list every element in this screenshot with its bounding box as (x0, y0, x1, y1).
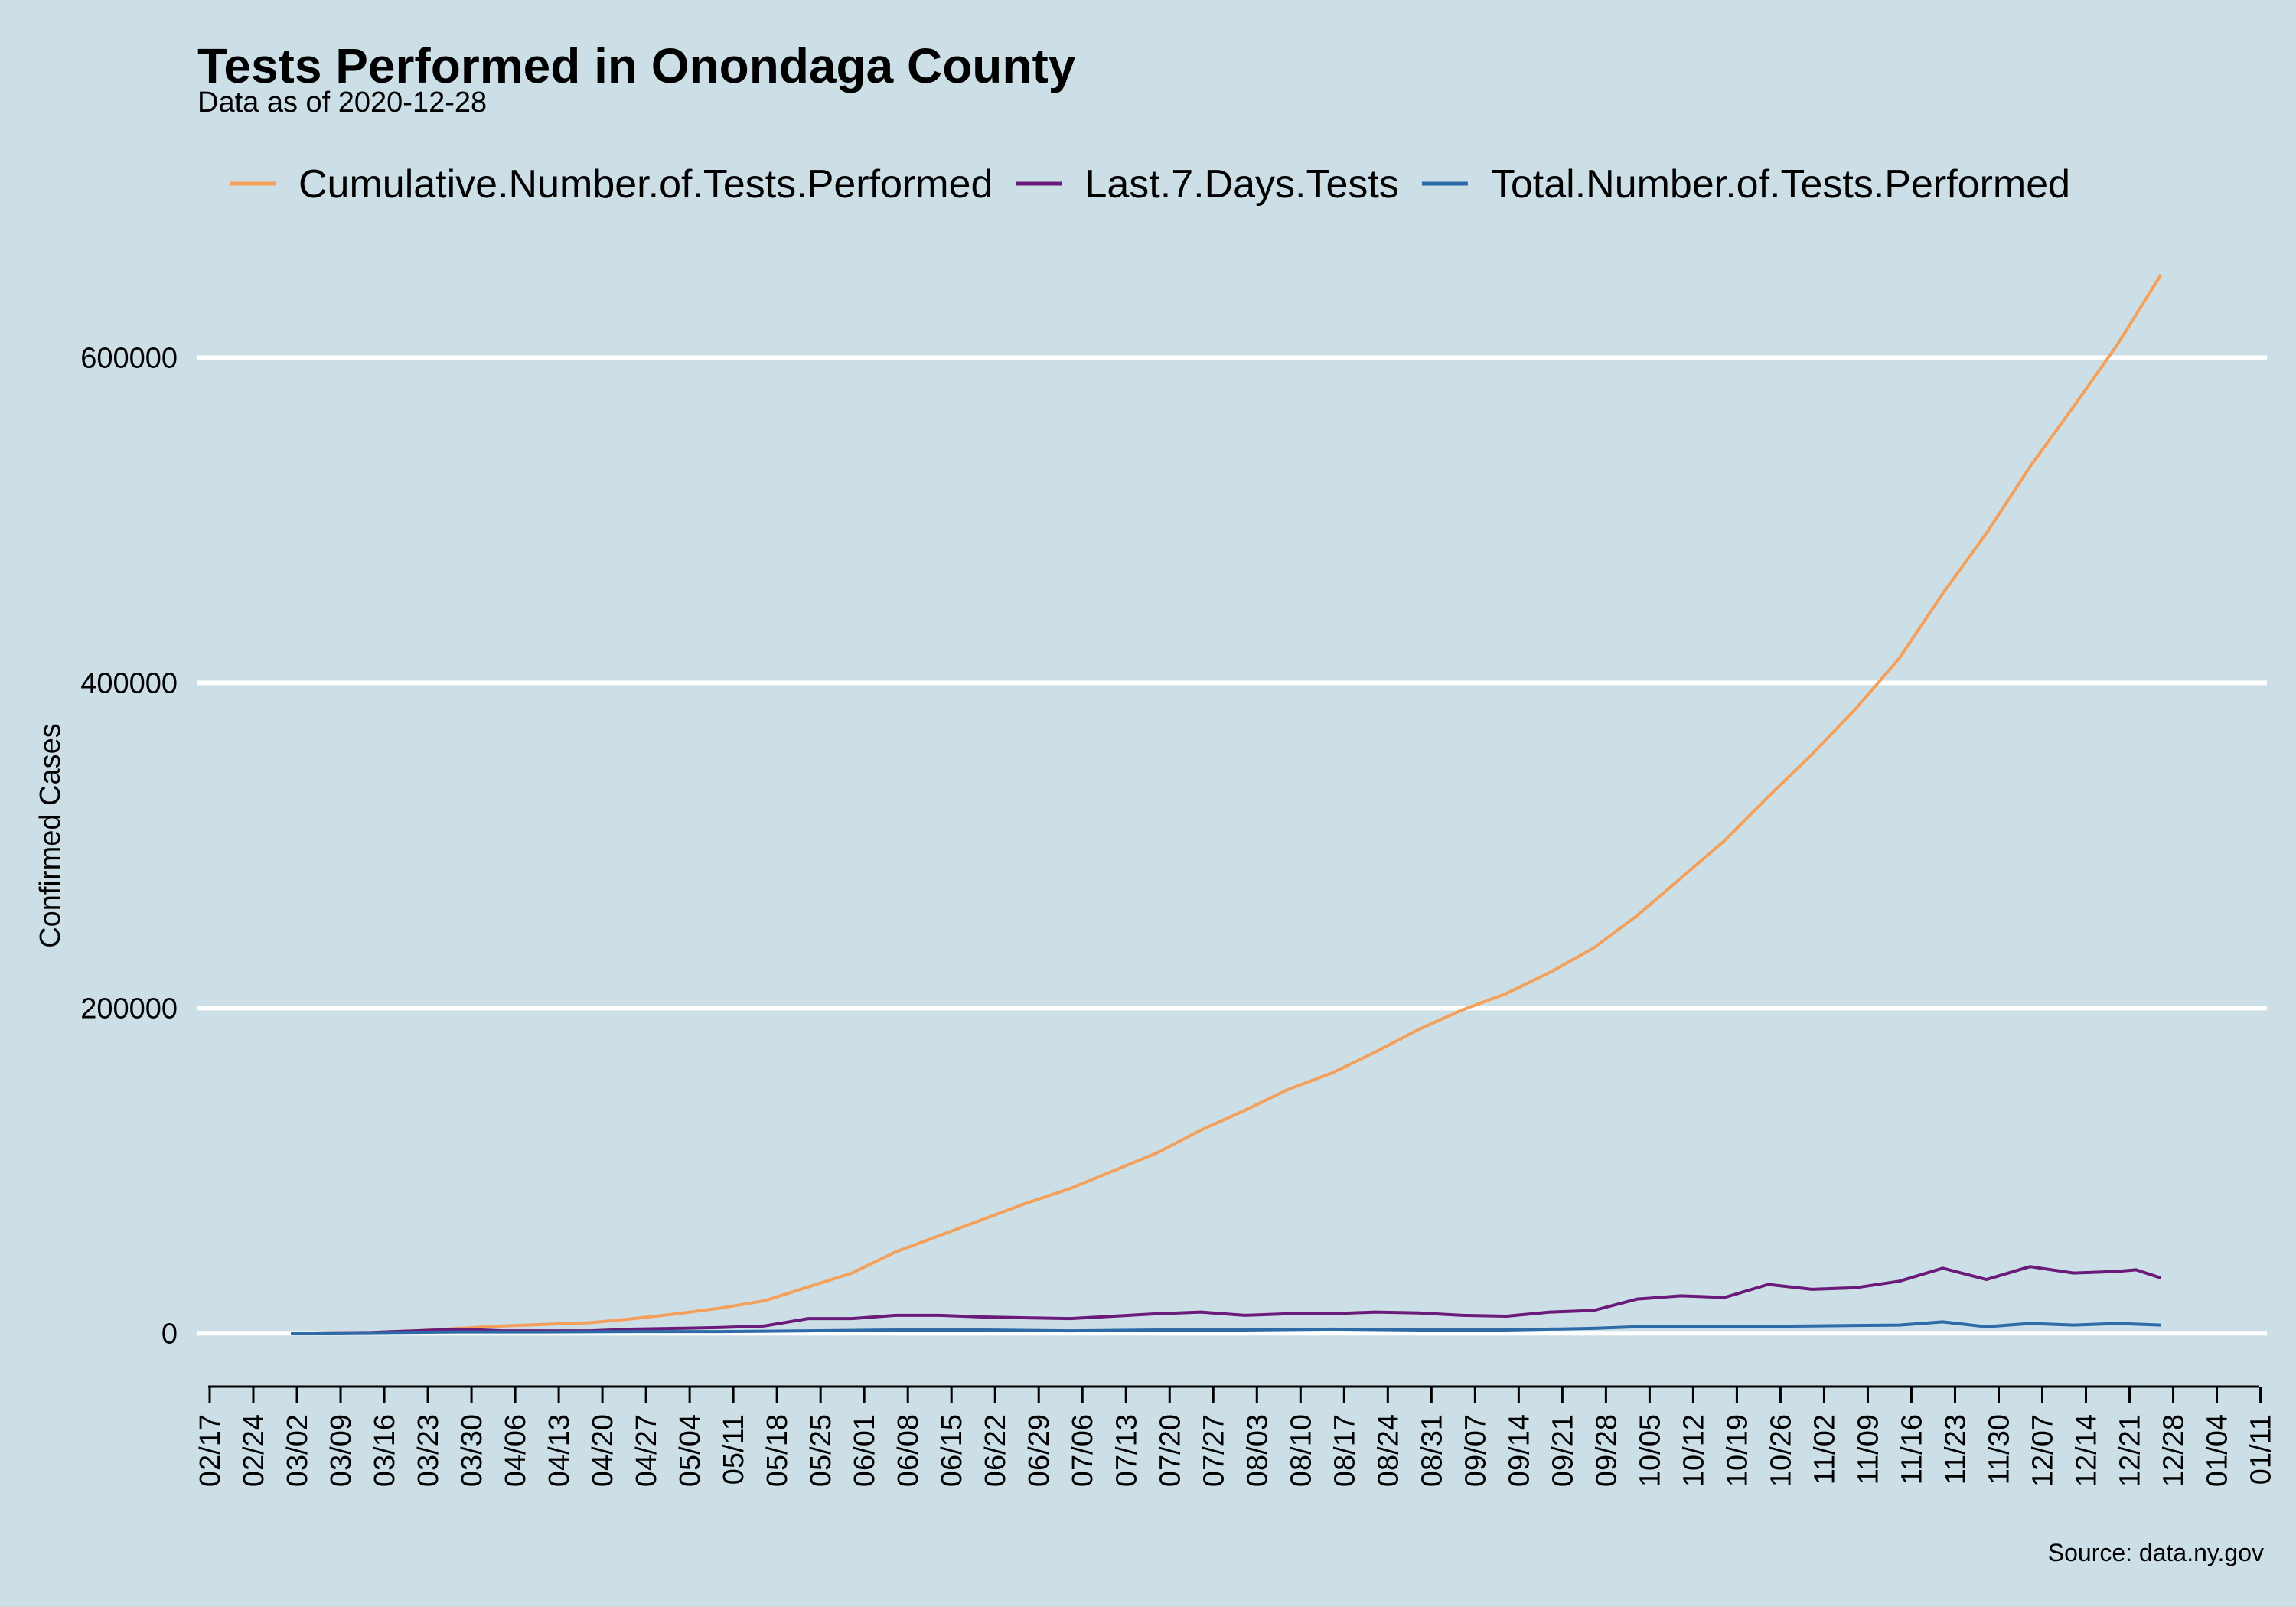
series-lines (291, 274, 2163, 1335)
x-tick-label: 04/06 (500, 1414, 532, 1487)
x-tick-label: 12/07 (2027, 1414, 2060, 1487)
x-tick-label: 02/17 (194, 1414, 227, 1487)
chart-title: Tests Performed in Onondaga County (197, 38, 1076, 93)
chart-subtitle: Data as of 2020-12-28 (197, 86, 487, 119)
series-line-3 (291, 1320, 2161, 1335)
x-tick-label: 03/16 (369, 1414, 401, 1487)
x-tick-label: 12/21 (2115, 1414, 2147, 1487)
x-tick-label: 03/30 (456, 1414, 488, 1487)
x-tick-label: 06/01 (849, 1414, 881, 1487)
x-tick-label: 11/16 (1896, 1414, 1928, 1485)
x-tick-label: 05/04 (674, 1414, 706, 1487)
series-line-1 (291, 274, 2163, 1335)
x-tick-label: 02/24 (238, 1414, 270, 1487)
x-tick-label: 06/29 (1023, 1414, 1055, 1487)
x-tick-label: 10/12 (1678, 1414, 1710, 1487)
x-axis: 02/17 02/24 03/02 03/09 03/16 03/23 03/30 04/06… (194, 1385, 2278, 1487)
x-tick-label: 06/15 (936, 1414, 968, 1487)
legend: Cumulative.Number.of.Tests.Performed Last… (230, 162, 2070, 207)
x-tick-label: 04/20 (587, 1414, 619, 1487)
x-tick-label: 05/25 (805, 1414, 837, 1487)
source-caption: Source: data.ny.gov (2048, 1539, 2264, 1566)
x-tick-label: 11/23 (1939, 1414, 1971, 1485)
series-line-2 (291, 1265, 2162, 1335)
x-tick-label: 12/14 (2071, 1414, 2103, 1487)
y-axis-label: Confirmed Cases (34, 723, 67, 948)
x-tick-label: 08/03 (1241, 1414, 1274, 1487)
x-tick-label: 09/21 (1547, 1414, 1579, 1487)
x-tick-label: 05/18 (762, 1414, 794, 1487)
x-tick-label: 01/11 (2245, 1414, 2278, 1485)
x-tick-label: 07/20 (1154, 1414, 1186, 1487)
y-tick-label: 600000 (80, 342, 178, 374)
legend-label-1: Cumulative.Number.of.Tests.Performed (298, 162, 993, 207)
x-tick-label: 09/07 (1459, 1414, 1492, 1487)
x-tick-label: 11/02 (1808, 1414, 1841, 1485)
y-tick-label: 0 (161, 1318, 178, 1350)
y-tick-label: 200000 (80, 993, 178, 1025)
x-tick-label: 08/24 (1372, 1414, 1404, 1487)
x-tick-label: 10/05 (1634, 1414, 1666, 1487)
x-tick-label: 06/08 (892, 1414, 925, 1487)
x-tick-label: 11/09 (1852, 1414, 1884, 1485)
legend-label-3: Total.Number.of.Tests.Performed (1491, 162, 2070, 207)
y-tick-label: 400000 (80, 667, 178, 699)
x-tick-label: 04/13 (543, 1414, 576, 1487)
x-tick-label: 07/06 (1067, 1414, 1099, 1487)
x-tick-label: 07/27 (1198, 1414, 1230, 1487)
x-tick-label: 09/28 (1590, 1414, 1623, 1487)
x-tick-label: 07/13 (1110, 1414, 1143, 1487)
x-tick-label: 01/04 (2202, 1414, 2234, 1487)
x-tick-label: 03/02 (282, 1414, 314, 1487)
legend-label-2: Last.7.Days.Tests (1084, 162, 1398, 207)
x-tick-label: 05/11 (718, 1414, 750, 1485)
x-tick-label: 04/27 (631, 1414, 663, 1487)
gridlines (197, 355, 2267, 1336)
x-tick-label: 12/28 (2158, 1414, 2190, 1487)
x-tick-label: 06/22 (980, 1414, 1012, 1487)
x-tick-label: 10/19 (1721, 1414, 1753, 1487)
x-tick-label: 08/10 (1285, 1414, 1317, 1487)
x-tick-label: 08/31 (1416, 1414, 1448, 1487)
x-tick-label: 03/23 (413, 1414, 445, 1487)
x-tick-label: 10/26 (1765, 1414, 1797, 1487)
x-tick-label: 09/14 (1503, 1414, 1535, 1487)
x-tick-label: 03/09 (325, 1414, 357, 1487)
x-tick-label: 08/17 (1329, 1414, 1361, 1487)
y-axis: 0 200000 400000 600000 (80, 342, 178, 1350)
x-tick-label: 11/30 (1983, 1414, 2015, 1485)
